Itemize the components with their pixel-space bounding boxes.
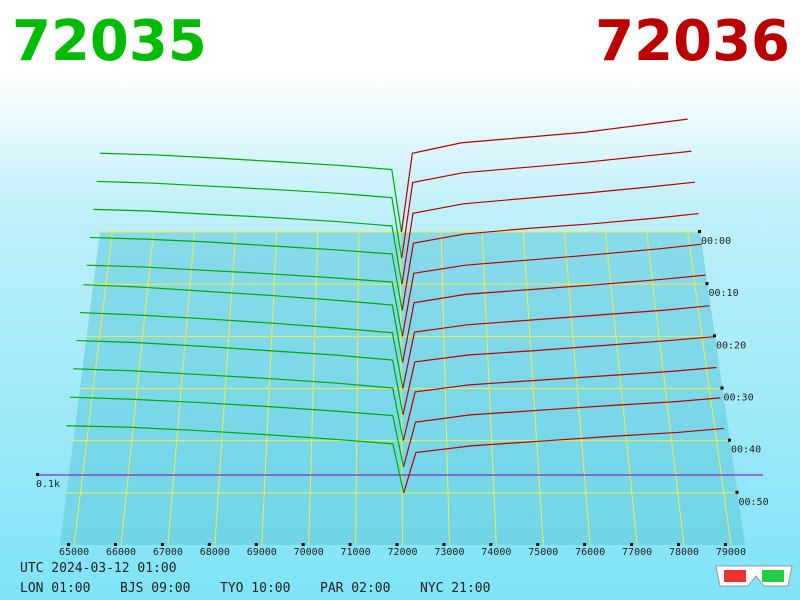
ask-depth-line	[400, 118, 688, 233]
ask-depth-line	[402, 305, 710, 389]
tick-mark	[720, 386, 724, 390]
tick-mark	[442, 543, 446, 546]
clock: NYC 21:00	[420, 581, 490, 596]
tick-mark	[348, 543, 352, 546]
x-tick-label: 75000	[528, 547, 558, 558]
time-tick-label: 00:00	[701, 236, 731, 247]
x-tick-label: 79000	[716, 547, 746, 558]
bid-depth-line	[69, 396, 405, 467]
ask-depth-line	[401, 212, 699, 311]
tick-mark	[395, 543, 399, 546]
x-tick-label: 72000	[387, 547, 417, 558]
labels: 65000 66000 67000 68000 69000 70000 71000 72000…	[36, 230, 769, 558]
x-tick-label: 77000	[622, 547, 652, 558]
tick-mark	[67, 543, 71, 546]
depth-tick-label: 0.1k	[36, 479, 60, 490]
bid-price: 72035	[12, 9, 207, 74]
bid-depth-line	[83, 284, 404, 363]
x-tick-label: 74000	[481, 547, 511, 558]
tick-mark	[207, 543, 211, 546]
bid-depth-line	[76, 339, 404, 415]
tick-mark	[677, 543, 681, 546]
bid-depth-line	[73, 368, 404, 441]
x-tick-label: 70000	[294, 547, 324, 558]
clock: TYO 10:00	[220, 581, 290, 596]
x-tick-label: 66000	[106, 547, 136, 558]
ask-depth-line	[402, 366, 717, 441]
tick-mark	[301, 543, 305, 546]
ask-depth-line	[402, 274, 706, 363]
tick-mark	[728, 438, 731, 442]
x-tick-label: 71000	[341, 547, 371, 558]
x-tick-label: 67000	[153, 547, 183, 558]
bid-depth-line	[93, 208, 403, 285]
clock: PAR 02:00	[320, 581, 390, 596]
time-tick-label: 00:40	[731, 445, 761, 456]
depth-lines	[66, 118, 724, 494]
3d-glasses-icon	[715, 565, 793, 587]
x-tick-label: 78000	[669, 547, 699, 558]
clock: LON 01:00	[20, 581, 90, 596]
time-tick-label: 00:30	[724, 393, 754, 404]
bid-depth-line	[79, 311, 404, 389]
clock: BJS 09:00	[120, 581, 190, 596]
x-tick-label: 68000	[200, 547, 230, 558]
x-tick-label: 76000	[575, 547, 605, 558]
ask-depth-line	[403, 427, 724, 494]
x-tick-label: 69000	[247, 547, 277, 558]
x-tick-label: 65000	[59, 547, 89, 558]
tick-mark	[698, 230, 701, 233]
bid-depth-line	[96, 180, 403, 259]
ask-depth-line	[401, 181, 695, 285]
tick-mark	[489, 543, 493, 546]
ask-depth-line	[402, 336, 713, 415]
bid-depth-line	[86, 264, 403, 337]
tick-mark	[160, 543, 164, 546]
tick-mark	[723, 543, 727, 546]
bid-depth-line	[66, 425, 405, 493]
tick-mark	[713, 334, 716, 338]
tick-mark	[36, 473, 39, 476]
bid-depth-line	[89, 236, 403, 311]
bid-depth-line	[99, 152, 403, 233]
time-tick-label: 00:50	[739, 497, 769, 508]
tick-mark	[583, 543, 587, 546]
ask-depth-line	[401, 243, 703, 337]
tick-mark	[254, 543, 258, 546]
ask-depth-line	[402, 397, 721, 467]
clocks: LON 01:00 BJS 09:00 TYO 10:00 PAR 02:00 NYC …	[20, 581, 490, 596]
time-tick-label: 00:10	[709, 288, 739, 299]
ask-depth-line	[401, 150, 692, 259]
time-tick-label: 00:20	[716, 340, 746, 351]
tick-mark	[705, 282, 709, 286]
tick-mark	[735, 490, 739, 494]
tick-mark	[630, 543, 634, 546]
tick-mark	[536, 543, 540, 546]
timestamp: UTC 2024-03-12 01:00	[20, 561, 177, 576]
x-tick-label: 73000	[434, 547, 464, 558]
tick-mark	[113, 543, 117, 546]
ask-price: 72036	[595, 9, 790, 74]
